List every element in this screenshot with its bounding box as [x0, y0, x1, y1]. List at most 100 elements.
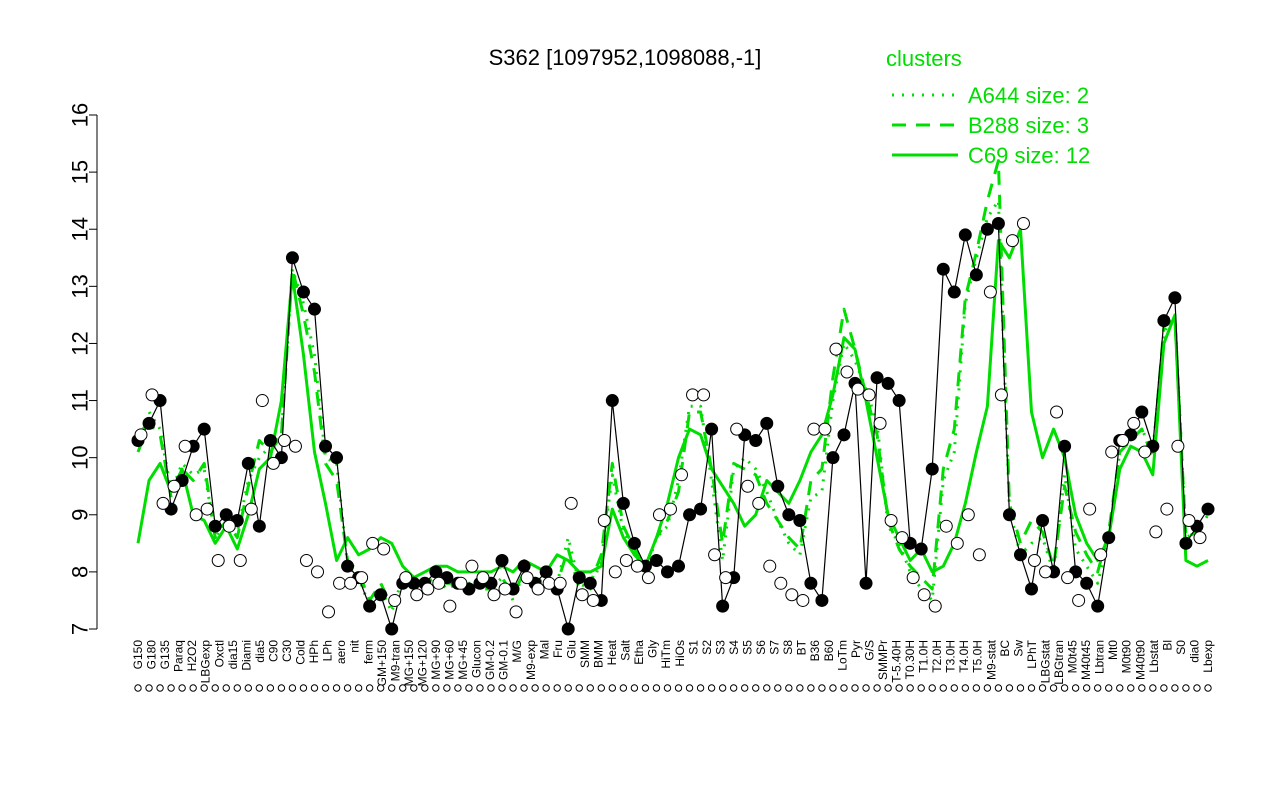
x-tick-mark	[531, 684, 539, 692]
y-tick-label: 11	[68, 389, 93, 412]
data-point	[663, 502, 677, 516]
x-tick-mark	[1038, 684, 1047, 692]
data-point	[972, 548, 986, 562]
x-tick-mark	[928, 684, 936, 692]
data-point	[870, 371, 884, 385]
x-axis: G150 G180 G135 Paraq H2O2 LBGexp Oxctl dia15 Dia…	[131, 639, 1215, 692]
x-tick-mark	[994, 684, 1003, 692]
data-point	[252, 519, 266, 533]
x-tick-mark	[167, 684, 175, 692]
data-point	[385, 622, 399, 636]
x-tick-mark	[774, 684, 782, 692]
x-tick-label: G135	[158, 640, 172, 670]
x-tick-label: S6	[754, 640, 768, 655]
x-tick-label: B60	[822, 640, 836, 662]
x-tick-label: SMMPr	[876, 640, 890, 680]
data-point	[197, 422, 211, 436]
data-point	[241, 456, 255, 470]
x-tick-mark	[597, 684, 605, 692]
x-tick-mark	[332, 684, 341, 692]
data-point	[575, 588, 589, 602]
data-point	[208, 519, 222, 533]
x-tick-mark	[266, 684, 275, 692]
x-tick-mark	[1005, 684, 1014, 692]
y-tick-label: 14	[68, 217, 93, 241]
data-point	[619, 553, 633, 567]
data-point	[310, 565, 324, 579]
x-tick-mark	[586, 684, 594, 692]
data-point	[708, 548, 722, 562]
data-point	[1102, 531, 1116, 545]
x-tick-mark	[685, 684, 694, 692]
x-tick-mark	[211, 684, 219, 692]
x-tick-label: M9-tran	[388, 640, 402, 681]
x-tick-mark	[233, 684, 241, 692]
data-point	[605, 394, 619, 408]
data-point	[288, 439, 302, 453]
x-tick-mark	[862, 684, 870, 692]
data-point	[683, 508, 697, 522]
x-tick-label: dia0	[1187, 640, 1201, 663]
x-tick-label: M9-exp	[524, 640, 538, 680]
data-point	[330, 451, 344, 465]
data-point	[1036, 513, 1050, 527]
cluster-lines	[136, 159, 1210, 614]
data-point	[925, 462, 939, 476]
data-point	[1193, 531, 1207, 545]
data-point	[630, 559, 644, 573]
data-point	[1083, 502, 1097, 516]
data-point	[741, 479, 755, 493]
x-tick-mark	[520, 684, 528, 692]
data-point	[222, 519, 236, 533]
x-tick-label: T-5.40H	[889, 640, 903, 683]
data-point	[1149, 525, 1163, 539]
data-point	[616, 496, 630, 510]
data-point	[1201, 502, 1215, 516]
x-tick-mark	[829, 684, 837, 692]
data-point	[299, 553, 313, 567]
data-point	[363, 599, 377, 613]
data-point	[333, 576, 347, 590]
x-tick-label: dia5	[253, 640, 267, 663]
x-tick-mark	[1093, 684, 1102, 692]
x-tick-mark	[553, 684, 561, 692]
x-tick-mark	[696, 684, 705, 692]
x-tick-mark	[443, 684, 451, 692]
y-tick-label: 15	[68, 160, 93, 184]
x-tick-mark	[134, 684, 142, 692]
data-point	[388, 593, 402, 607]
x-tick-label: HPh	[307, 640, 321, 663]
x-tick-label: dia15	[226, 640, 240, 670]
x-tick-label: Fru	[551, 640, 565, 658]
data-point	[983, 285, 997, 299]
x-tick-label: S8	[781, 640, 795, 655]
x-tick-mark	[178, 684, 186, 692]
x-tick-label: MG+90	[429, 640, 443, 680]
cluster-line-dashed	[136, 159, 1210, 608]
data-point	[675, 468, 689, 482]
data-point	[233, 553, 247, 567]
data-point	[1028, 553, 1042, 567]
x-tick-label: M0t45	[1066, 640, 1080, 674]
x-tick-mark	[707, 684, 716, 692]
legend-label-b288: B288 size: 3	[968, 113, 1089, 138]
data-point	[374, 588, 388, 602]
data-point	[1025, 582, 1039, 596]
data-point	[277, 434, 291, 448]
x-tick-mark	[1105, 684, 1113, 692]
data-point	[641, 571, 655, 585]
x-tick-mark	[884, 684, 892, 692]
data-point	[142, 416, 156, 430]
x-tick-mark	[818, 684, 826, 692]
x-tick-label: Mal	[537, 640, 551, 659]
x-tick-label: Diami	[239, 640, 253, 671]
data-point	[818, 422, 832, 436]
data-point	[355, 571, 369, 585]
data-point	[914, 542, 928, 556]
x-tick-label: G/S	[862, 640, 876, 661]
x-tick-mark	[950, 684, 958, 692]
data-point	[377, 542, 391, 556]
x-tick-mark	[1160, 684, 1168, 692]
data-point	[862, 388, 876, 402]
